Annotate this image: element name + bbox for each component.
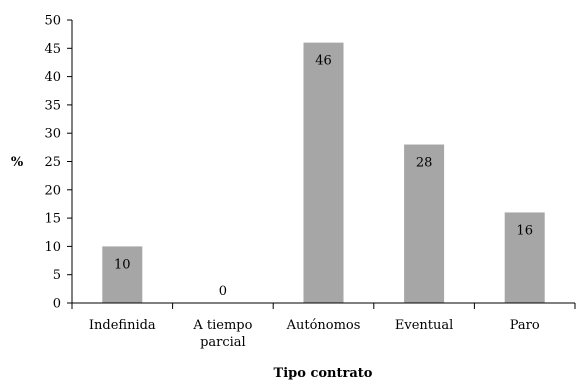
y-tick-label: 45 (44, 42, 61, 57)
x-category-label: Autónomos (286, 318, 361, 333)
x-axis-title: Tipo contrato (274, 366, 373, 380)
bar (404, 144, 445, 303)
data-label: 0 (219, 284, 227, 299)
data-label: 10 (114, 257, 131, 272)
x-axis: Indefinida A tiempo parcial Autónomos Eventu… (71, 302, 576, 350)
y-tick-label: 5 (53, 268, 61, 283)
y-tick-label: 0 (53, 297, 61, 312)
y-tick-label: 25 (44, 155, 61, 170)
y-tick-label: 20 (44, 183, 61, 198)
y-tick-label: 35 (44, 98, 61, 113)
bar (102, 246, 143, 303)
bar (303, 42, 344, 303)
y-axis-title: % (11, 155, 24, 170)
y-axis: 0 5 10 15 20 25 30 35 40 45 50 (44, 14, 73, 312)
x-category-label: A tiempo (192, 318, 252, 333)
y-tick-label: 40 (44, 70, 61, 85)
x-category-label: Paro (510, 318, 540, 333)
x-category-label: Indefinida (89, 318, 156, 333)
x-category-label: Eventual (395, 318, 453, 333)
data-label: 46 (315, 54, 332, 69)
y-tick-label: 30 (44, 127, 61, 142)
y-tick-label: 10 (44, 240, 61, 255)
x-category-label: parcial (200, 335, 246, 350)
y-tick-label: 50 (44, 14, 61, 29)
y-tick-label: 15 (44, 212, 61, 227)
bar (504, 212, 545, 303)
data-label: 28 (416, 156, 433, 171)
data-label: 16 (516, 223, 533, 238)
bars: 10 0 46 28 16 (102, 42, 545, 303)
